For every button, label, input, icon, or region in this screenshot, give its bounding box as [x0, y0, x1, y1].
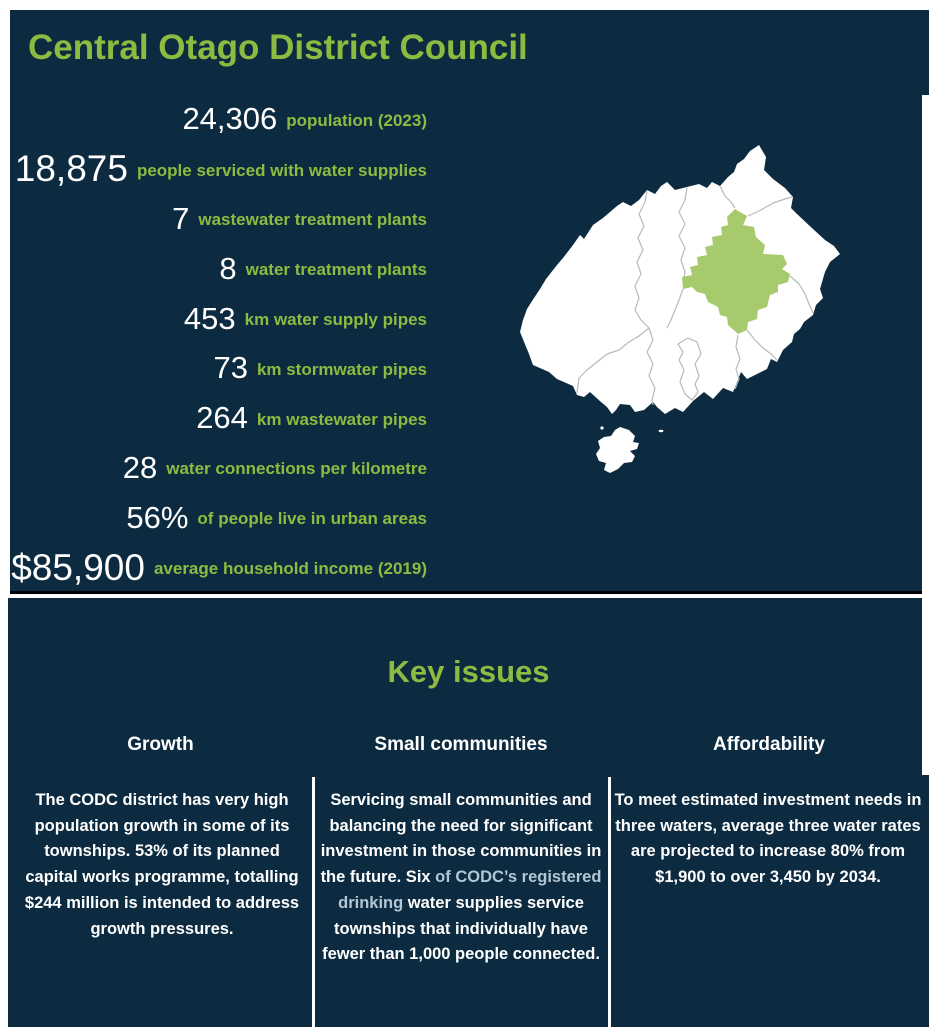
stat-water-pipes: 453 km water supply pipes	[10, 293, 427, 343]
stat-label: km stormwater pipes	[256, 359, 427, 379]
district-summary-panel: Central Otago District Council 24,306 po…	[10, 10, 929, 594]
map-stewart-island	[596, 427, 639, 473]
small-communities-text-part1: Servicing small communities and balancin…	[320, 791, 602, 887]
map-islet	[600, 426, 604, 430]
page-bottom-margin	[0, 1027, 922, 1035]
stat-value: $85,900	[11, 546, 145, 588]
stat-connections-per-km: 28 water connections per kilometre	[10, 443, 427, 493]
map-district-boundaries	[576, 185, 814, 406]
stats-list: 24,306 population (2023) 18,875 people s…	[10, 94, 427, 592]
stat-value: 8	[219, 250, 237, 286]
heading-small-communities: Small communities	[374, 734, 548, 755]
stat-label: water connections per kilometre	[166, 459, 427, 479]
small-communities-text-highlight: of CODC’s registered drinking	[338, 868, 602, 912]
stat-wastewater-plants: 7 wastewater treatment plants	[10, 194, 427, 244]
stat-stormwater-pipes: 73 km stormwater pipes	[10, 343, 427, 393]
affordability-text: To meet estimated investment needs in th…	[614, 791, 922, 887]
stat-population: 24,306 population (2023)	[10, 94, 427, 144]
stat-urban-population: 56% of people live in urban areas	[10, 492, 427, 542]
stat-label: population (2023)	[286, 110, 427, 130]
stat-value: 453	[183, 300, 236, 336]
map-islet	[658, 429, 664, 433]
stat-people-serviced: 18,875 people serviced with water suppli…	[10, 144, 427, 194]
small-communities-text: Servicing small communities and balancin…	[320, 788, 602, 968]
key-issues-headers: Growth Small communities Affordability	[8, 734, 929, 756]
column-divider	[312, 777, 315, 1027]
stat-label: km wastewater pipes	[256, 409, 427, 429]
stat-value: 28	[122, 449, 158, 485]
growth-text: The CODC district has very high populati…	[24, 791, 300, 938]
heading-affordability: Affordability	[713, 734, 825, 755]
stat-label: km water supply pipes	[244, 310, 427, 330]
page-right-margin	[922, 95, 929, 775]
key-issues-title: Key issues	[387, 654, 550, 689]
small-communities-text-part2: water supplies service townships that in…	[322, 893, 600, 964]
page-title: Central Otago District Council	[28, 28, 528, 67]
stat-wastewater-pipes: 264 km wastewater pipes	[10, 393, 427, 443]
stat-label: average household income (2019)	[153, 559, 427, 579]
stat-value: 73	[213, 350, 248, 386]
column-divider	[608, 777, 611, 1027]
stat-value: 56%	[126, 499, 189, 535]
stat-label: people serviced with water supplies	[136, 160, 427, 180]
district-map	[489, 102, 929, 522]
heading-growth: Growth	[127, 734, 194, 755]
stat-household-income: $85,900 average household income (2019)	[10, 542, 427, 592]
map-landmass	[520, 145, 840, 414]
key-issues-panel: Key issues Growth Small communities Affo…	[8, 598, 929, 1027]
stat-label: water treatment plants	[245, 260, 427, 280]
map-central-otago-highlight	[682, 209, 790, 334]
stat-label: of people live in urban areas	[197, 509, 427, 529]
stat-label: wastewater treatment plants	[198, 210, 427, 230]
stat-water-plants: 8 water treatment plants	[10, 243, 427, 293]
stat-value: 7	[172, 200, 190, 236]
stat-value: 264	[196, 400, 248, 436]
stat-value: 18,875	[14, 148, 128, 190]
stat-value: 24,306	[182, 101, 278, 137]
